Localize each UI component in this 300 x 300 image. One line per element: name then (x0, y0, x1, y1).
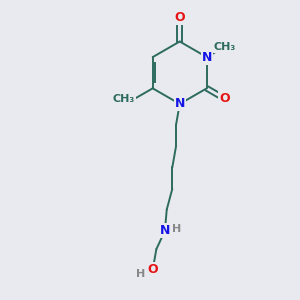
Text: O: O (220, 92, 230, 105)
Text: H: H (172, 224, 182, 234)
Text: CH₃: CH₃ (112, 94, 135, 104)
Text: O: O (148, 262, 158, 276)
Text: N: N (202, 51, 212, 64)
Text: CH₃: CH₃ (214, 42, 236, 52)
Text: N: N (160, 224, 170, 237)
Text: H: H (136, 269, 146, 279)
Text: O: O (174, 11, 185, 24)
Text: N: N (175, 98, 185, 110)
